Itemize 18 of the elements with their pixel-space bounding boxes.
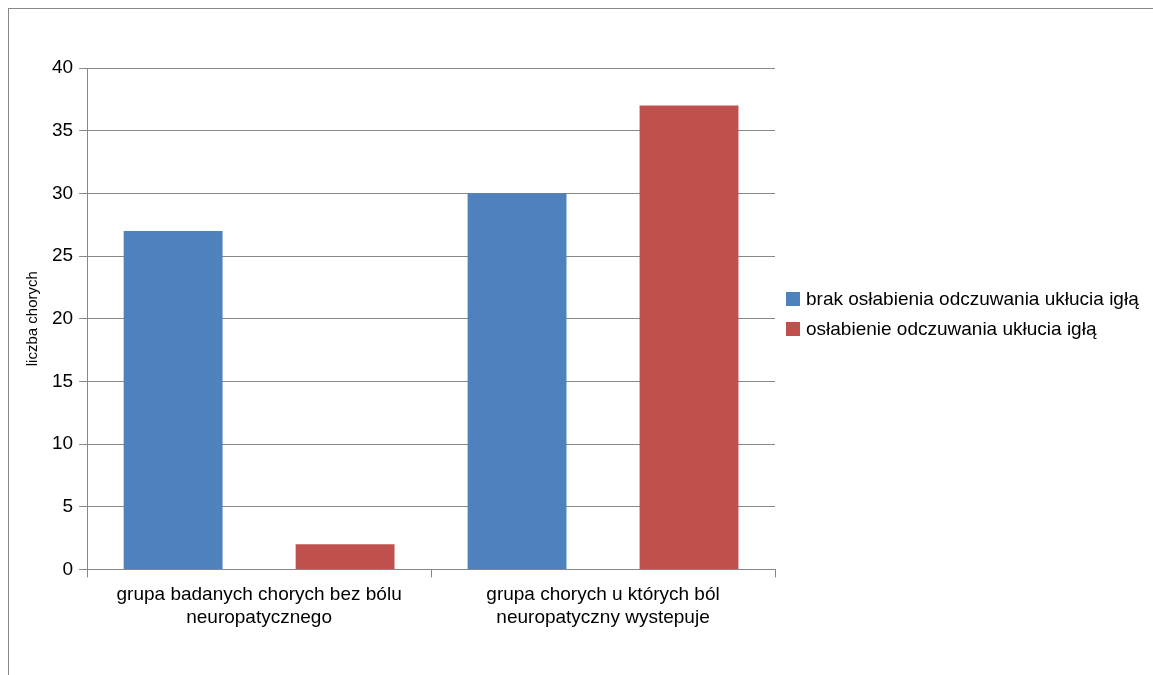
y-tick-label: 15: [51, 369, 74, 391]
bar: [123, 230, 223, 569]
bar: [639, 105, 739, 569]
bar: [467, 193, 567, 569]
y-axis-title: liczba chorych: [23, 271, 41, 367]
y-tick-label: 40: [51, 56, 74, 78]
y-tick-label: 5: [62, 494, 74, 516]
legend-label: brak osłabienia odczuwania ukłucia igłą: [806, 287, 1139, 311]
bar: [295, 544, 395, 569]
y-tick-label: 35: [51, 118, 74, 140]
y-tick-label: 30: [51, 181, 74, 203]
legend-label: osłabienie odczuwania ukłucia igłą: [806, 317, 1097, 341]
y-tick-label: 25: [51, 244, 74, 266]
y-tick-label: 0: [62, 557, 74, 579]
y-tick-label: 20: [51, 306, 74, 328]
x-tick-label: grupa chorych u których ból neuropatyczny wystepuje: [486, 583, 720, 627]
y-tick-label: 10: [51, 432, 74, 454]
x-tick-label: grupa badanych chorych bez bólu neuropatycznego: [116, 583, 402, 627]
